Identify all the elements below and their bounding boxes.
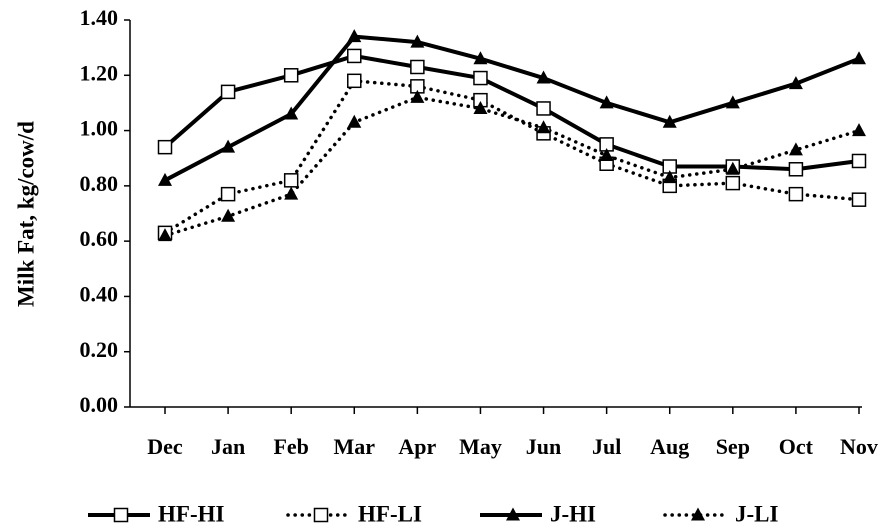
marker-triangle	[473, 51, 488, 65]
y-tick-label: 0.40	[80, 281, 119, 306]
marker-square	[851, 153, 867, 169]
x-tick-label: Feb	[273, 434, 308, 459]
marker-square	[536, 101, 551, 116]
legend-label: J-LI	[735, 501, 779, 526]
marker-triangle	[410, 34, 425, 48]
y-tick-label: 1.40	[80, 5, 119, 30]
y-tick-label: 1.00	[80, 116, 119, 141]
marker-triangle	[473, 100, 488, 114]
y-axis-label: Milk Fat, kg/cow/d	[13, 121, 38, 307]
marker-triangle	[221, 139, 236, 153]
marker-square	[283, 68, 299, 83]
y-tick-label: 1.20	[80, 60, 119, 85]
x-tick-label: Nov	[840, 434, 878, 459]
series-line	[163, 53, 860, 172]
x-tick-label: Oct	[779, 434, 814, 459]
marker-triangle	[506, 507, 520, 521]
marker-triangle	[788, 142, 803, 156]
marker-triangle	[347, 114, 362, 128]
marker-triangle	[284, 186, 299, 200]
marker-triangle	[410, 89, 425, 103]
marker-square	[473, 70, 488, 86]
marker-triangle	[852, 123, 866, 137]
legend-label: HF-LI	[358, 501, 422, 526]
x-tick-label: Dec	[147, 434, 183, 459]
series-line	[163, 78, 861, 235]
marker-square	[347, 48, 362, 64]
marker-triangle	[599, 147, 614, 161]
legend-label: HF-HI	[158, 501, 224, 526]
marker-triangle	[347, 29, 362, 43]
x-tick-label: Jul	[592, 434, 621, 459]
marker-square	[113, 507, 129, 523]
series-line	[164, 34, 860, 183]
marker-square	[410, 59, 425, 75]
marker-triangle	[662, 170, 677, 184]
marker-square	[157, 139, 173, 155]
x-tick-label: Jun	[526, 434, 561, 459]
marker-triangle	[221, 208, 236, 222]
marker-square	[313, 507, 329, 523]
marker-triangle	[158, 228, 172, 242]
x-tick-label: Aug	[650, 434, 689, 459]
x-tick-label: Mar	[334, 434, 376, 459]
marker-square	[788, 186, 804, 202]
marker-square	[220, 84, 236, 100]
x-tick-label: Jan	[211, 434, 245, 459]
marker-triangle	[536, 70, 551, 84]
marker-triangle	[725, 95, 740, 109]
marker-square	[788, 162, 804, 177]
marker-triangle	[284, 106, 299, 120]
marker-triangle	[725, 161, 740, 175]
y-tick-label: 0.80	[80, 171, 119, 196]
marker-square	[725, 175, 741, 191]
marker-square	[220, 186, 236, 202]
x-tick-label: Apr	[398, 434, 436, 459]
marker-triangle	[599, 95, 614, 109]
marker-triangle	[852, 51, 866, 65]
y-tick-label: 0.20	[80, 337, 119, 362]
marker-square	[851, 192, 867, 207]
y-tick-label: 0.00	[80, 392, 119, 417]
y-tick-label: 0.60	[80, 226, 119, 251]
marker-square	[283, 173, 299, 188]
marker-triangle	[536, 120, 551, 134]
x-tick-label: Sep	[716, 434, 750, 459]
marker-triangle	[788, 76, 803, 90]
marker-triangle	[691, 507, 705, 521]
marker-square	[347, 73, 362, 89]
legend-label: J-HI	[550, 501, 596, 526]
series-line	[163, 95, 861, 238]
x-tick-label: May	[459, 434, 502, 459]
marker-triangle	[662, 114, 677, 128]
marker-triangle	[158, 172, 172, 186]
